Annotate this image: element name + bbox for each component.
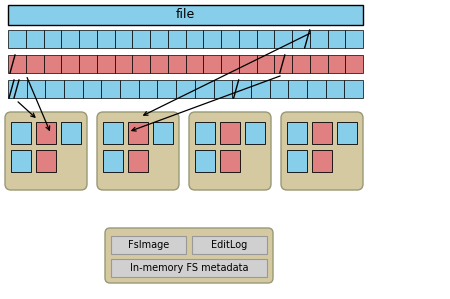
Bar [195,80,214,98]
Bar [239,30,256,48]
Bar [111,259,267,277]
Bar [8,80,27,98]
Bar [287,122,307,144]
Bar [64,80,83,98]
Bar [274,30,292,48]
Bar [274,55,292,73]
Bar [101,80,120,98]
Bar [256,55,274,73]
Bar [292,30,310,48]
Bar [328,55,345,73]
Bar [312,150,332,172]
Bar [79,30,97,48]
Bar [26,55,44,73]
Bar [337,122,357,144]
FancyBboxPatch shape [105,228,273,283]
Bar [176,80,195,98]
Bar [11,150,31,172]
Bar [312,122,332,144]
FancyBboxPatch shape [189,112,271,190]
Bar [103,122,123,144]
FancyBboxPatch shape [97,112,179,190]
Bar [310,30,328,48]
Bar [270,80,288,98]
Bar [114,30,132,48]
Bar [345,30,363,48]
Bar [307,80,326,98]
Bar [245,122,265,144]
Bar [114,55,132,73]
Bar [61,55,79,73]
Bar [45,80,64,98]
Text: FsImage: FsImage [128,240,169,250]
Bar [111,236,186,254]
Bar [158,80,176,98]
Bar [97,30,114,48]
FancyBboxPatch shape [281,112,363,190]
Bar [168,55,185,73]
Bar [203,55,221,73]
Bar [344,80,363,98]
Bar [239,55,256,73]
Bar [36,150,56,172]
Bar [103,150,123,172]
Bar [139,80,158,98]
Bar [8,5,363,25]
Bar [26,30,44,48]
Bar [251,80,270,98]
Bar [214,80,232,98]
Bar [292,55,310,73]
Bar [310,55,328,73]
Bar [328,30,345,48]
Bar [132,55,150,73]
Bar [61,122,81,144]
Bar [185,30,203,48]
Bar [203,30,221,48]
Text: file: file [176,8,195,22]
FancyBboxPatch shape [5,112,87,190]
Bar [8,55,26,73]
Bar [326,80,344,98]
Bar [195,122,215,144]
Bar [120,80,139,98]
Bar [185,55,203,73]
Bar [220,122,240,144]
Bar [221,55,239,73]
Bar [221,30,239,48]
Bar [36,122,56,144]
Bar [192,236,267,254]
Bar [195,150,215,172]
Bar [128,122,148,144]
Text: EditLog: EditLog [212,240,248,250]
Bar [232,80,251,98]
Bar [288,80,307,98]
Bar [345,55,363,73]
Bar [128,150,148,172]
Bar [11,122,31,144]
Bar [153,122,173,144]
Bar [150,30,168,48]
Bar [97,55,114,73]
Bar [79,55,97,73]
Bar [8,30,26,48]
Text: In-memory FS metadata: In-memory FS metadata [130,263,248,273]
Bar [220,150,240,172]
Bar [61,30,79,48]
Bar [44,55,61,73]
Bar [150,55,168,73]
Bar [168,30,185,48]
Bar [27,80,45,98]
Bar [287,150,307,172]
Bar [83,80,101,98]
Bar [256,30,274,48]
Bar [44,30,61,48]
Bar [132,30,150,48]
